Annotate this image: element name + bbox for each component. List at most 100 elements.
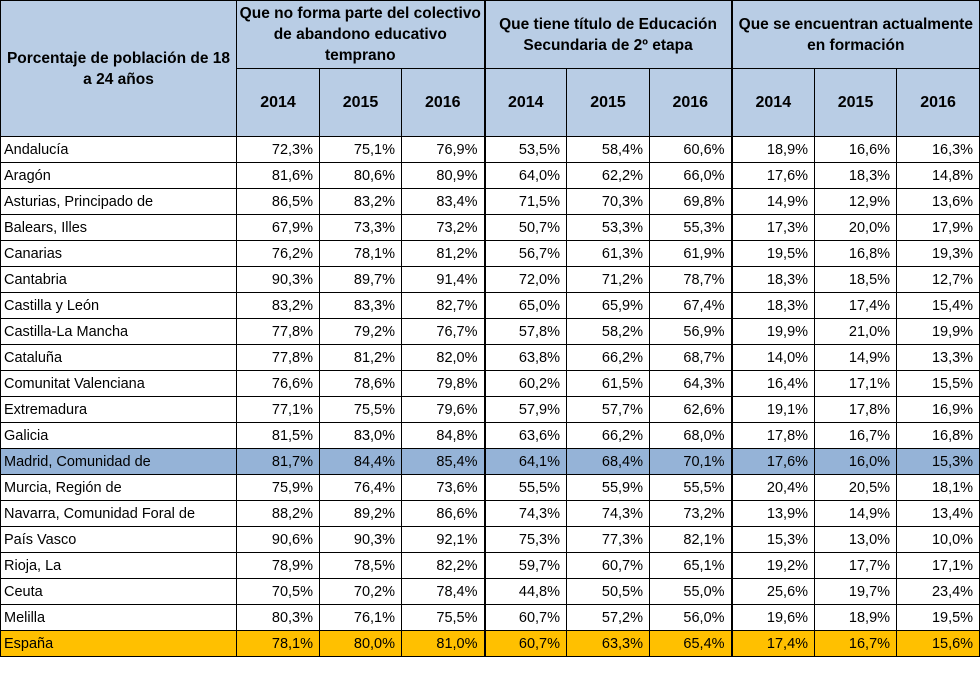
value-cell: 55,5%: [649, 474, 733, 501]
value-cell: 44,8%: [483, 578, 568, 605]
value-cell: 74,3%: [483, 500, 568, 527]
value-cell: 17,8%: [814, 396, 898, 423]
value-cell: 80,9%: [400, 162, 486, 189]
value-cell: 19,9%: [896, 318, 980, 345]
value-cell: 80,3%: [236, 604, 320, 631]
value-cell: 72,3%: [236, 136, 320, 163]
value-cell: 17,6%: [730, 448, 816, 475]
value-cell: 91,4%: [400, 266, 486, 293]
value-cell: 16,7%: [814, 422, 898, 449]
value-cell: 17,9%: [896, 214, 980, 241]
table-row: Navarra, Comunidad Foral de 88,2% 89,2% 86,…: [0, 500, 980, 527]
region-name: Madrid, Comunidad de: [0, 448, 237, 475]
value-cell: 19,2%: [730, 552, 816, 579]
value-cell: 16,8%: [814, 240, 898, 267]
value-cell: 76,6%: [236, 370, 320, 397]
value-cell: 78,1%: [319, 240, 402, 267]
value-cell: 17,1%: [814, 370, 898, 397]
table-row: Balears, Illes 67,9% 73,3% 73,2% 50,7% 53,3% 5…: [0, 214, 980, 241]
value-cell: 67,4%: [649, 292, 733, 319]
value-cell: 77,8%: [236, 344, 320, 371]
table-row: Canarias 76,2% 78,1% 81,2% 56,7% 61,3% 61,9% 19…: [0, 240, 980, 267]
value-cell: 55,0%: [649, 578, 733, 605]
value-cell: 25,6%: [730, 578, 816, 605]
value-cell: 64,3%: [649, 370, 733, 397]
value-cell: 68,0%: [649, 422, 733, 449]
year-header: 2015: [814, 68, 898, 137]
value-cell: 64,0%: [483, 162, 568, 189]
value-cell: 14,9%: [730, 188, 816, 215]
value-cell: 13,4%: [896, 500, 980, 527]
table-row: Aragón 81,6% 80,6% 80,9% 64,0% 62,2% 66,0% 17,6…: [0, 162, 980, 189]
value-cell: 90,3%: [236, 266, 320, 293]
value-cell: 77,1%: [236, 396, 320, 423]
value-cell: 81,2%: [400, 240, 486, 267]
value-cell: 55,9%: [566, 474, 651, 501]
value-cell: 66,2%: [566, 422, 651, 449]
value-cell: 50,7%: [483, 214, 568, 241]
value-cell: 18,1%: [896, 474, 980, 501]
value-cell: 80,6%: [319, 162, 402, 189]
value-cell: 16,7%: [814, 630, 898, 657]
region-name: Extremadura: [0, 396, 237, 423]
group-header-titulo-secundaria: Que tiene título de Educación Secundaria…: [483, 0, 733, 69]
table-row: Castilla-La Mancha 77,8% 79,2% 76,7% 57,8% 58…: [0, 318, 980, 345]
table-header: Porcentaje de población de 18 a 24 años …: [0, 0, 980, 137]
value-cell: 73,3%: [319, 214, 402, 241]
value-cell: 17,4%: [814, 292, 898, 319]
value-cell: 75,3%: [483, 526, 568, 553]
value-cell: 79,6%: [400, 396, 486, 423]
value-cell: 58,2%: [566, 318, 651, 345]
group-header-en-formacion: Que se encuentran actualmente en formaci…: [730, 0, 980, 69]
value-cell: 56,7%: [483, 240, 568, 267]
value-cell: 61,9%: [649, 240, 733, 267]
value-cell: 83,0%: [319, 422, 402, 449]
value-cell: 62,6%: [649, 396, 733, 423]
value-cell: 79,2%: [319, 318, 402, 345]
value-cell: 65,4%: [649, 630, 733, 657]
value-cell: 15,3%: [896, 448, 980, 475]
value-cell: 19,5%: [896, 604, 980, 631]
value-cell: 20,5%: [814, 474, 898, 501]
value-cell: 70,1%: [649, 448, 733, 475]
value-cell: 14,0%: [730, 344, 816, 371]
value-cell: 90,3%: [319, 526, 402, 553]
value-cell: 61,5%: [566, 370, 651, 397]
value-cell: 60,7%: [483, 604, 568, 631]
table-row: Melilla 80,3% 76,1% 75,5% 60,7% 57,2% 56,0% 19,…: [0, 604, 980, 631]
value-cell: 88,2%: [236, 500, 320, 527]
value-cell: 75,9%: [236, 474, 320, 501]
value-cell: 18,5%: [814, 266, 898, 293]
group-header-no-abandono: Que no forma parte del colectivo de aban…: [235, 0, 486, 69]
table-row: Andalucía 72,3% 75,1% 76,9% 53,5% 58,4% 60,6% 1…: [0, 136, 980, 163]
value-cell: 68,4%: [566, 448, 651, 475]
region-name: Rioja, La: [0, 552, 237, 579]
value-cell: 19,1%: [730, 396, 816, 423]
region-name: Asturias, Principado de: [0, 188, 237, 215]
value-cell: 68,7%: [649, 344, 733, 371]
value-cell: 82,1%: [649, 526, 733, 553]
value-cell: 76,4%: [319, 474, 402, 501]
region-name: Canarias: [0, 240, 237, 267]
value-cell: 18,9%: [730, 136, 816, 163]
value-cell: 83,2%: [319, 188, 402, 215]
corner-header: Porcentaje de población de 18 a 24 años: [0, 0, 237, 137]
value-cell: 62,2%: [566, 162, 651, 189]
value-cell: 84,4%: [319, 448, 402, 475]
value-cell: 19,7%: [814, 578, 898, 605]
value-cell: 76,1%: [319, 604, 402, 631]
value-cell: 77,8%: [236, 318, 320, 345]
value-cell: 20,0%: [814, 214, 898, 241]
value-cell: 50,5%: [566, 578, 651, 605]
value-cell: 72,0%: [483, 266, 568, 293]
value-cell: 76,9%: [400, 136, 486, 163]
value-cell: 81,2%: [319, 344, 402, 371]
value-cell: 16,8%: [896, 422, 980, 449]
value-cell: 12,9%: [814, 188, 898, 215]
value-cell: 86,5%: [236, 188, 320, 215]
value-cell: 79,8%: [400, 370, 486, 397]
value-cell: 14,9%: [814, 344, 898, 371]
value-cell: 63,3%: [566, 630, 651, 657]
table-row: Asturias, Principado de 86,5% 83,2% 83,4% 71…: [0, 188, 980, 215]
value-cell: 76,7%: [400, 318, 486, 345]
